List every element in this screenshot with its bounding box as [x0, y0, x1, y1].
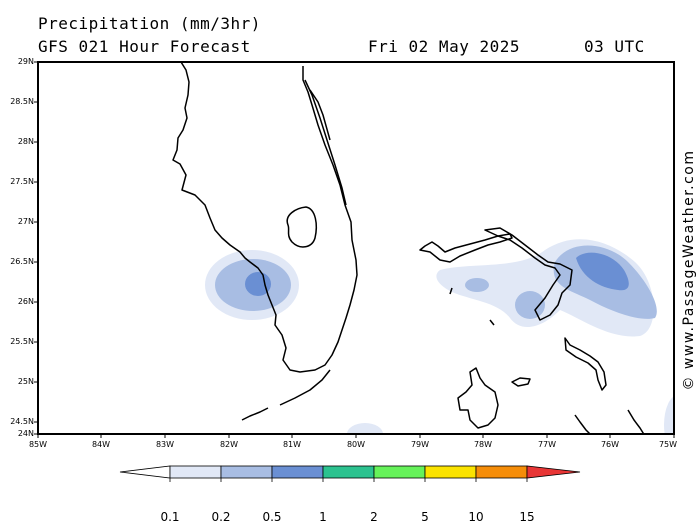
colorbar-bin [220, 465, 273, 479]
colorbar-bin [169, 465, 222, 479]
colorbar-bin [475, 465, 528, 479]
colorbar-label: 1 [319, 510, 327, 524]
eleuthera-island [564, 337, 607, 391]
grand-bahama [419, 233, 513, 263]
lon-label: 80W [346, 440, 366, 449]
lat-label: 24.5N [10, 417, 34, 426]
lon-label: 84W [91, 440, 111, 449]
forecast-time: 03 UTC [584, 37, 645, 56]
abaco-island [484, 227, 573, 321]
lon-label: 78W [473, 440, 493, 449]
lon-label: 77W [537, 440, 557, 449]
colorbar-label: 5 [421, 510, 429, 524]
precip-cell-east [664, 396, 674, 434]
precip-cell-bahamas [576, 252, 629, 291]
colorbar [119, 465, 581, 482]
lat-label: 29N [17, 57, 34, 66]
cat-island [627, 409, 645, 434]
lat-label: 28N [17, 137, 34, 146]
lat-label: 24N [17, 429, 34, 438]
precip-cell-south [347, 423, 383, 434]
colorbar-max-arrow [526, 465, 581, 479]
colorbar-label: 15 [519, 510, 535, 524]
lat-ticks [34, 61, 38, 435]
colorbar-label: 2 [370, 510, 378, 524]
colorbar-label: 0.1 [160, 510, 180, 524]
precip-cell-swfl [245, 272, 271, 296]
lat-label: 27N [17, 217, 34, 226]
lat-label: 26.5N [10, 257, 34, 266]
colorbar-bin [424, 465, 477, 479]
florida-coastline [304, 79, 347, 206]
florida-keys [279, 369, 331, 406]
lon-label: 79W [410, 440, 430, 449]
lat-label: 27.5N [10, 177, 34, 186]
lon-label: 82W [219, 440, 239, 449]
lon-label: 81W [282, 440, 302, 449]
bimini [449, 287, 453, 295]
lon-label: 85W [28, 440, 48, 449]
exuma-cays [574, 414, 592, 434]
lon-label: 83W [155, 440, 175, 449]
florida-coastline [172, 62, 358, 373]
lat-label: 28.5N [10, 97, 34, 106]
colorbar-bin [373, 465, 426, 479]
precip-cell-bahamas [515, 291, 545, 319]
lat-label: 25N [17, 377, 34, 386]
colorbar-label: 10 [468, 510, 484, 524]
colorbar-bin [271, 465, 324, 479]
new-providence [511, 377, 531, 387]
site-credit: © www.PassageWeather.com [681, 149, 697, 391]
colorbar-bin [322, 465, 375, 479]
colorbar-label: 0.5 [262, 510, 282, 524]
berry-islands [489, 319, 495, 326]
lon-label: 75W [658, 440, 678, 449]
colorbar-label: 0.2 [211, 510, 231, 524]
lon-ticks [37, 434, 675, 438]
lat-label: 25.5N [10, 337, 34, 346]
andros-island [457, 367, 499, 429]
map-title: Precipitation (mm/3hr) [38, 14, 261, 33]
florida-coastline [309, 89, 331, 141]
lake-okeechobee [286, 206, 318, 248]
florida-keys [241, 407, 269, 421]
forecast-label: GFS 021 Hour Forecast [38, 37, 251, 56]
lon-label: 76W [600, 440, 620, 449]
forecast-date: Fri 02 May 2025 [368, 37, 520, 56]
precip-cell-bahamas [465, 278, 489, 292]
precipitation-layer [205, 239, 674, 434]
coastline-layer [172, 62, 645, 434]
lat-label: 26N [17, 297, 34, 306]
colorbar-min-arrow [119, 465, 171, 479]
